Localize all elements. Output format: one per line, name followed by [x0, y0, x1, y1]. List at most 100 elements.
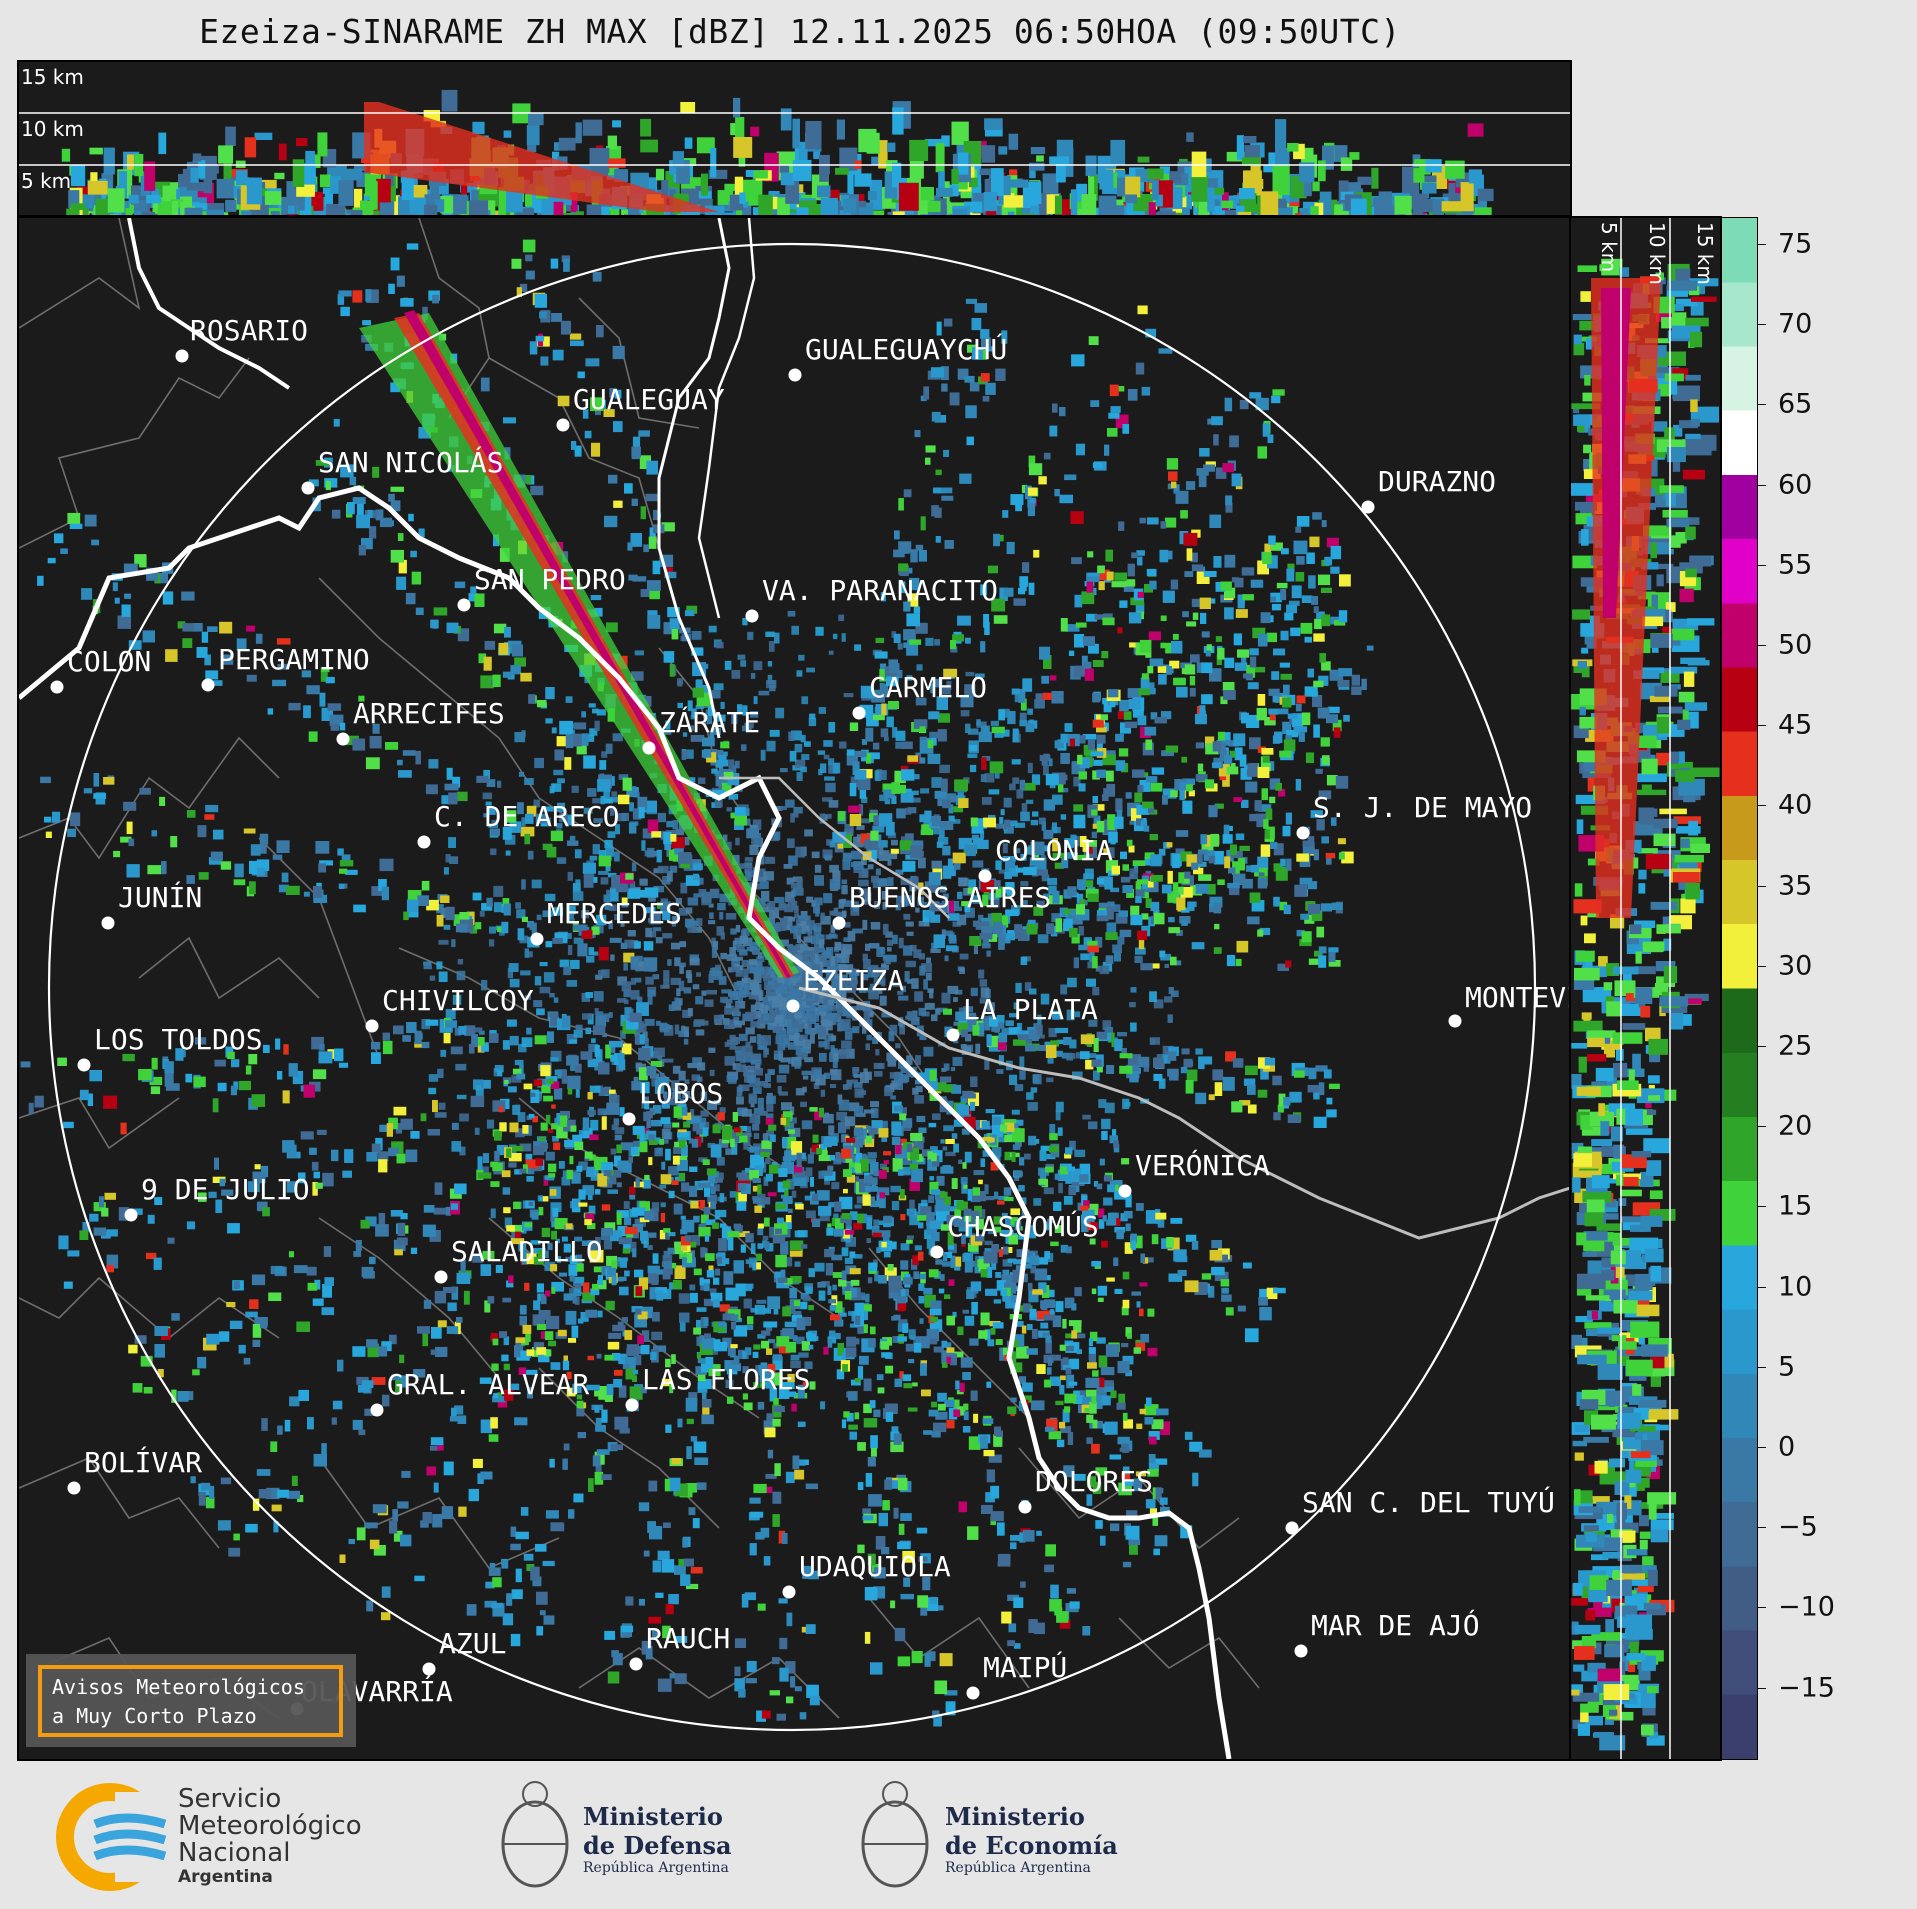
city-label: ZÁRATE [659, 706, 761, 739]
side-height-label-15: 15 km [1693, 222, 1717, 285]
colorbar-tick-label: −5 [1778, 1511, 1818, 1543]
city-marker [175, 349, 189, 363]
smn-line-2: Meteorológico [178, 1811, 362, 1841]
city-label: DOLORES [1035, 1465, 1154, 1498]
city-marker [124, 1208, 138, 1222]
colorbar-tick-mark [1757, 484, 1766, 486]
city-label: BOLÍVAR [84, 1446, 203, 1479]
dbz-colorbar [1721, 217, 1758, 1760]
city-label: S. J. DE MAYO [1313, 791, 1533, 824]
coastline-rivers [19, 218, 1570, 1759]
top-height-profile: 15 km 10 km 5 km [17, 60, 1572, 217]
range-ring-240km [47, 242, 1537, 1732]
radar-map-canvas [19, 218, 1570, 1759]
city-marker [1296, 826, 1310, 840]
smn-line-3: Nacional [178, 1838, 291, 1868]
colorbar-tick-mark [1757, 1126, 1766, 1128]
top-height-label-10: 10 km [21, 117, 84, 141]
city-label: LAS FLORES [642, 1363, 811, 1396]
colorbar-tick-label: 75 [1778, 228, 1813, 260]
colorbar-tick-mark [1757, 645, 1766, 646]
city-marker [301, 481, 315, 495]
economia-line-1: Ministerio [945, 1802, 1085, 1831]
defensa-shield-icon [501, 1781, 569, 1888]
city-marker [642, 741, 656, 755]
defensa-line-3: República Argentina [583, 1860, 729, 1876]
warning-box[interactable]: Avisos Meteorológicos a Muy Corto Plazo [38, 1665, 343, 1737]
city-label: LOS TOLDOS [94, 1023, 263, 1056]
top-height-label-5: 5 km [21, 169, 72, 193]
colorbar-tick-mark [1757, 805, 1766, 807]
footer-logos: Servicio Meteorológico Nacional Argentin… [0, 1762, 1917, 1909]
city-label: MAIPÚ [983, 1651, 1068, 1684]
city-label: ARRECIFES [353, 697, 505, 730]
city-marker [1294, 1644, 1308, 1658]
city-label: COLONIA [995, 834, 1114, 867]
city-label: GUALEGUAY [573, 383, 725, 416]
colorbar-tick-mark [1757, 1286, 1766, 1288]
city-label: RAUCH [646, 1622, 731, 1655]
city-label: CARMELO [869, 671, 988, 704]
colorbar-tick-label: 15 [1778, 1190, 1813, 1222]
economia-shield-icon [861, 1781, 929, 1888]
city-marker [1018, 1500, 1032, 1514]
city-marker [422, 1662, 436, 1676]
city-marker [417, 835, 431, 849]
colorbar-tick-mark [1757, 564, 1766, 566]
colorbar-tick-mark [1757, 1527, 1766, 1529]
city-label: MONTEVIDEO [1465, 981, 1570, 1014]
city-marker [1118, 1184, 1132, 1198]
side-height-label-5: 5 km [1597, 222, 1621, 273]
radar-map: ROSARIO GUALEGUAYCHÚ GUALEGUAY SAN NICOLÁS D… [17, 216, 1572, 1761]
colorbar-tick-mark [1757, 1447, 1766, 1448]
city-label: 9 DE JULIO [141, 1173, 310, 1206]
city-label: MERCEDES [547, 897, 682, 930]
colorbar-tick-label: 0 [1778, 1431, 1796, 1463]
colorbar-tick-label: −10 [1778, 1591, 1835, 1623]
smn-logo-icon [56, 1783, 175, 1891]
city-marker [930, 1245, 944, 1259]
city-marker [625, 1398, 639, 1412]
colorbar-tick-label: 35 [1778, 870, 1813, 902]
city-label: BUENOS AIRES [849, 881, 1052, 914]
city-marker [556, 418, 570, 432]
colorbar-tick-mark [1757, 885, 1766, 887]
top-profile-echoes [19, 89, 1570, 215]
city-marker [622, 1112, 636, 1126]
city-marker [77, 1058, 91, 1072]
defensa-logo-text: Ministerio de Defensa República Argentin… [583, 1802, 732, 1876]
city-label: EZEIZA [803, 964, 905, 997]
city-marker [457, 598, 471, 612]
city-marker [782, 1585, 796, 1599]
colorbar-tick-mark [1757, 1366, 1766, 1368]
city-label: SAN C. DEL TUYÚ [1302, 1486, 1555, 1519]
city-label: COLON [67, 645, 152, 678]
city-label: UDAQUIOLA [799, 1550, 951, 1583]
city-marker [629, 1657, 643, 1671]
colorbar-tick-label: 5 [1778, 1351, 1796, 1383]
city-marker [434, 1270, 448, 1284]
city-marker [50, 680, 64, 694]
colorbar-tick-label: 25 [1778, 1030, 1813, 1062]
city-marker [966, 1686, 980, 1700]
smn-line-1: Servicio [178, 1784, 282, 1814]
top-height-label-15: 15 km [21, 65, 84, 89]
colorbar-tick-mark [1757, 1687, 1766, 1689]
city-label: JUNÍN [118, 881, 203, 914]
smn-logo-text: Servicio Meteorológico Nacional Argentin… [178, 1784, 362, 1888]
city-marker [832, 916, 846, 930]
city-marker [201, 678, 215, 692]
economia-line-2: de Economía [945, 1831, 1118, 1860]
city-marker [530, 932, 544, 946]
city-marker [788, 368, 802, 382]
colorbar-tick-label: 30 [1778, 950, 1813, 982]
colorbar-tick-mark [1757, 1206, 1766, 1208]
side-height-label-10: 10 km [1645, 222, 1669, 285]
city-marker [1285, 1521, 1299, 1535]
colorbar-tick-label: 40 [1778, 789, 1813, 821]
warning-line-2: a Muy Corto Plazo [52, 1704, 257, 1728]
colorbar-tick-mark [1757, 1607, 1766, 1609]
colorbar-tick-mark [1757, 965, 1766, 967]
city-marker [852, 706, 866, 720]
defensa-line-2: de Defensa [583, 1831, 732, 1860]
